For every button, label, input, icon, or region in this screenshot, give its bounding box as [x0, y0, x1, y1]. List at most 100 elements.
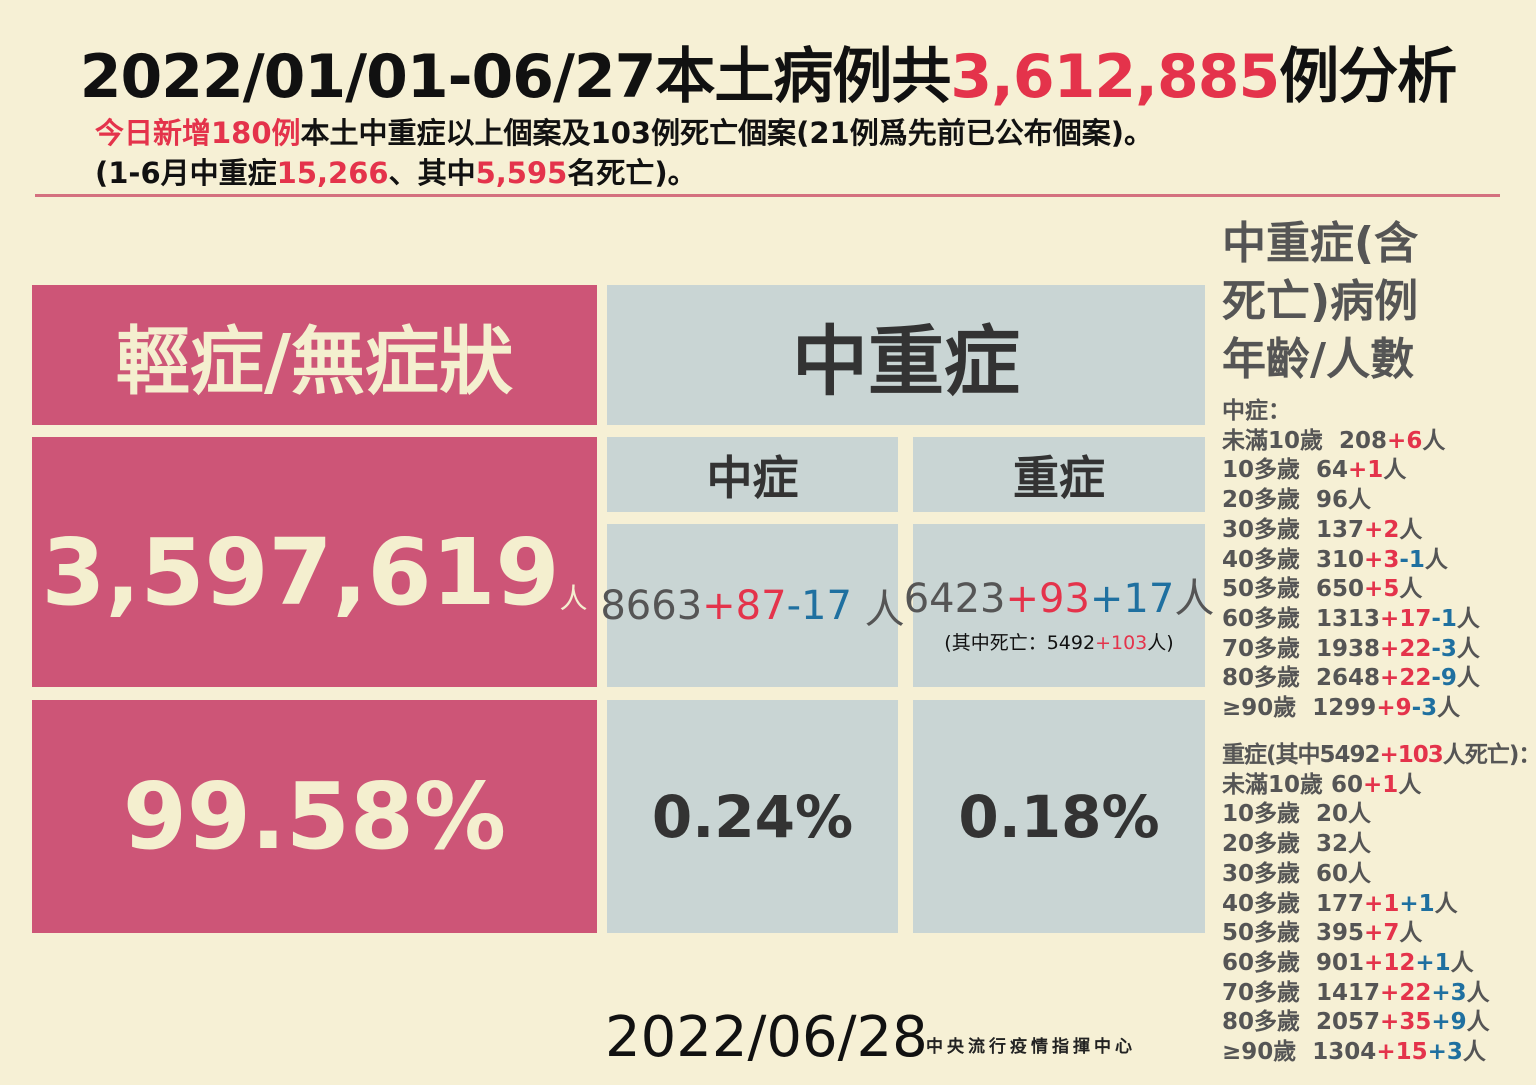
moderate-age-row: 20多歲 96人	[1222, 486, 1480, 516]
text-segment: +22	[1380, 635, 1432, 662]
moderate-age-row: 10多歲 64+1人	[1222, 456, 1480, 486]
mild-count-cell: 3,597,619 人	[32, 437, 597, 687]
text-segment: 60多歲 1313	[1222, 605, 1381, 632]
text-segment: 人	[1437, 695, 1461, 722]
text-segment: 80多歲 2648	[1222, 665, 1381, 692]
mild-header: 輕症/無症狀	[32, 285, 597, 425]
text-segment: 60多歲 901	[1222, 949, 1365, 976]
text-segment: +1	[1399, 890, 1435, 917]
report-date: 2022/06/28	[605, 1005, 928, 1070]
text-segment: 10多歲 64	[1222, 457, 1349, 484]
text-segment: 未滿10歲 60	[1222, 771, 1364, 798]
text-segment: 70多歲 1417	[1222, 979, 1381, 1006]
text-segment: +17	[1380, 605, 1432, 632]
divider	[35, 194, 1500, 197]
text-segment: 6423	[903, 576, 1006, 622]
text-segment: ≥90歲 1299	[1222, 695, 1377, 722]
text-segment: 、其中	[388, 156, 476, 190]
text-segment: 例分析	[1279, 42, 1457, 112]
subtitle-today: 今日新增180例本土中重症以上個案及103例死亡個案(21例爲先前已公布個案)。	[95, 110, 1153, 152]
text-segment: +22	[1380, 665, 1432, 692]
text-segment: 20多歲 96人	[1222, 487, 1372, 514]
text-segment: +103	[1379, 742, 1444, 768]
severe-group-header: 中重症	[607, 285, 1205, 425]
text-segment: +1	[1348, 457, 1384, 484]
severe-age-row: 10多歲 20人	[1222, 800, 1536, 830]
age-heading-line: 中重症(含	[1222, 218, 1419, 269]
text-segment: 50多歲 650	[1222, 576, 1365, 603]
text-segment: 人)	[1147, 632, 1174, 654]
severe-age-row: ≥90歲 1304+15+3人	[1222, 1038, 1536, 1068]
text-segment: +6	[1387, 427, 1423, 454]
moderate-age-row: 30多歲 137+2人	[1222, 516, 1480, 546]
text-segment: 人	[851, 586, 905, 633]
subtitle-summary: (1-6月中重症15,266、其中5,595名死亡)。	[95, 150, 697, 192]
text-segment: (其中死亡：5492	[944, 632, 1096, 654]
mild-unit: 人	[559, 582, 588, 615]
text-segment: 人	[1466, 979, 1490, 1006]
moderate-age-row: 70多歲 1938+22-3人	[1222, 635, 1480, 665]
text-segment: 20多歲 32人	[1222, 831, 1372, 858]
text-segment: +3	[1364, 546, 1400, 573]
text-segment: 10多歲 20人	[1222, 801, 1372, 828]
text-segment: 50多歲 395	[1222, 920, 1365, 947]
severe-age-row: 50多歲 395+7人	[1222, 919, 1536, 949]
text-segment: 人	[1383, 457, 1407, 484]
text-segment: 15,266	[276, 156, 389, 190]
text-segment: +3	[1431, 979, 1467, 1006]
text-segment: -3	[1431, 635, 1457, 662]
moderate-value: 8663 +87 -17 人	[600, 524, 905, 687]
severe-value: 6423+93+17人	[904, 566, 1215, 624]
severe-value-cell: 6423+93+17人 (其中死亡：5492+103人)	[904, 524, 1214, 687]
text-segment: 人	[1399, 920, 1423, 947]
moderate-age-row: 80多歲 2648+22-9人	[1222, 664, 1480, 694]
text-segment: 人	[1424, 546, 1448, 573]
text-segment: 人	[1434, 890, 1458, 917]
agency-name: 中央流行疫情指揮中心	[926, 1037, 1136, 1057]
text-segment: 8663	[600, 582, 703, 629]
text-segment: +9	[1376, 695, 1412, 722]
text-segment: +9	[1431, 1009, 1467, 1036]
severe-percent: 0.18%	[913, 700, 1205, 933]
text-segment: +7	[1364, 920, 1400, 947]
text-segment: 30多歲 60人	[1222, 860, 1372, 887]
moderate-age-row: 60多歲 1313+17-1人	[1222, 605, 1480, 635]
text-segment: 人死亡)：	[1442, 742, 1536, 768]
text-segment: 人	[1450, 949, 1474, 976]
mild-percent: 99.58%	[32, 700, 597, 933]
severe-age-row: 40多歲 177+1+1人	[1222, 890, 1536, 920]
text-segment: 人	[1456, 605, 1480, 632]
text-segment: +2	[1364, 516, 1400, 543]
text-segment: 2022/01/01-06/27本土病例共	[79, 42, 952, 112]
severe-age-row: 20多歲 32人	[1222, 830, 1536, 860]
moderate-age-row: ≥90歲 1299+9-3人	[1222, 694, 1480, 724]
text-segment: -1	[1399, 546, 1425, 573]
moderate-age-title: 中症：	[1222, 397, 1480, 427]
text-segment: +35	[1380, 1009, 1432, 1036]
text-segment: +1	[1363, 771, 1399, 798]
moderate-age-row: 50多歲 650+5人	[1222, 575, 1480, 605]
text-segment: 人	[1398, 771, 1422, 798]
severe-age-list: 重症(其中5492+103人死亡)： 未滿10歲 60+1人 10多歲 20人 20…	[1222, 741, 1536, 1068]
text-segment: 70多歲 1938	[1222, 635, 1381, 662]
text-segment: 今日新增180例	[95, 116, 301, 150]
text-segment: +1	[1364, 890, 1400, 917]
text-segment: +22	[1380, 979, 1432, 1006]
text-segment: 重症(其中5492	[1222, 742, 1381, 768]
severe-age-row: 60多歲 901+12+1人	[1222, 949, 1536, 979]
text-segment: +17	[1089, 576, 1175, 622]
moderate-age-list: 中症： 未滿10歲 208+6人 10多歲 64+1人 20多歲 96人 30多歲 1…	[1222, 397, 1480, 724]
text-segment: 30多歲 137	[1222, 516, 1365, 543]
mild-count: 3,597,619	[41, 518, 560, 626]
severe-age-title: 重症(其中5492+103人死亡)：	[1222, 741, 1536, 771]
text-segment: 3,612,885	[950, 42, 1280, 112]
age-heading-line: 年齡/人數	[1222, 334, 1415, 385]
moderate-age-row: 未滿10歲 208+6人	[1222, 427, 1480, 457]
text-segment: -17	[786, 582, 852, 629]
text-segment: 人	[1456, 665, 1480, 692]
text-segment: 人	[1174, 576, 1215, 622]
text-segment: 5,595	[475, 156, 568, 190]
text-segment: 人	[1399, 516, 1423, 543]
text-segment: -9	[1431, 665, 1457, 692]
text-segment: +1	[1415, 949, 1451, 976]
